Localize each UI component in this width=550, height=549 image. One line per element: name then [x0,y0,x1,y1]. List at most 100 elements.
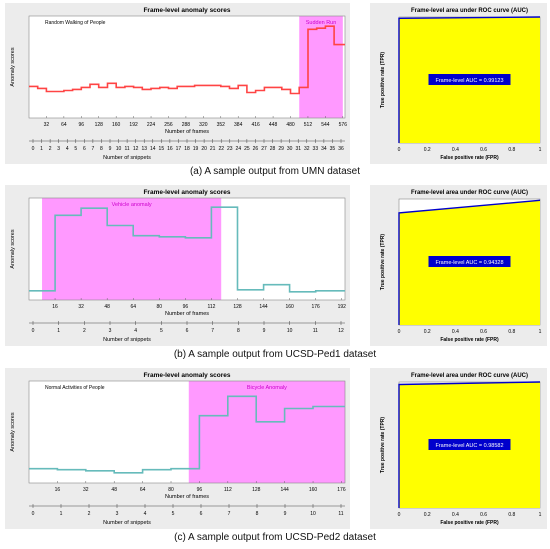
frame-tick-label: 144 [280,487,289,493]
frame-tick-label: 416 [251,122,260,128]
frame-tick-label: 352 [217,122,226,128]
anomaly-region [188,381,345,483]
frame-tick-label: 176 [337,487,346,493]
frame-tick-label: 192 [129,122,138,128]
roc-y-label: True positive rate (TPR) [380,52,386,108]
anomaly-label: Vehicle anomaly [112,202,152,208]
frame-tick-label: 144 [259,304,268,310]
snippet-tick-label: 6 [186,328,189,334]
frame-tick-label: 512 [304,122,313,128]
frame-tick-label: 96 [197,487,203,493]
snippet-tick-label: 12 [338,328,344,334]
frame-tick-label: 128 [233,304,242,310]
auc-label: Frame-level AUC = 0.94328 [435,260,503,266]
x-axis-label: Number of frames [165,311,209,317]
snippet-tick-label: 8 [256,511,259,517]
roc-tick-label: 0.4 [452,329,459,335]
snippet-tick-label: 2 [49,146,52,152]
roc-title: Frame-level area under ROC curve (AUC) [411,8,528,14]
roc-tick-label: 0.4 [452,147,459,153]
caption-umn: (a) A sample output from UMN dataset [189,166,361,177]
frame-tick-label: 320 [199,122,208,128]
snippet-tick-label: 2 [88,511,91,517]
anomaly-region [299,16,343,118]
snippet-tick-label: 14 [150,146,156,152]
snippet-tick-label: 5 [172,511,175,517]
snippet-tick-label: 9 [284,511,287,517]
y-axis-label: Anomaly scores [10,229,16,268]
roc-curve [398,16,541,143]
snippet-tick-label: 11 [313,328,318,334]
x-axis-label: Number of frames [165,494,209,500]
snippet-tick-label: 33 [313,146,319,152]
snippet-tick-label: 0 [32,328,35,334]
snippet-tick-label: 3 [116,511,119,517]
roc-chart-ped2: Frame-level area under ROC curve (AUC) Fr… [380,373,542,526]
snippet-tick-label: 4 [134,328,137,334]
snippet-tick-label: 10 [287,328,293,334]
frame-tick-label: 80 [168,487,174,493]
snippet-tick-label: 0 [32,146,35,152]
frame-tick-label: 64 [61,122,67,128]
roc-y-label: True positive rate (TPR) [380,234,386,290]
snippet-tick-label: 1 [60,511,63,517]
snippet-tick-label: 7 [211,328,214,334]
roc-tick-label: 0.8 [508,147,515,153]
snippet-tick-label: 1 [40,146,43,152]
frame-tick-label: 80 [157,304,163,310]
plot-frame [28,380,346,484]
snippet-tick-label: 17 [176,146,182,152]
snippet-tick-label: 16 [167,146,173,152]
frame-tick-label: 128 [95,122,104,128]
auc-label: Frame-level AUC = 0.98582 [435,443,503,449]
snippet-tick-label: 23 [227,146,233,152]
snippet-tick-label: 4 [144,511,147,517]
snippet-tick-label: 30 [287,146,293,152]
frame-tick-label: 160 [285,304,294,310]
frame-tick-label: 160 [309,487,318,493]
snippet-tick-label: 11 [125,146,130,152]
snippet-tick-label: 13 [141,146,147,152]
frame-tick-label: 96 [183,304,189,310]
frame-tick-label: 256 [164,122,173,128]
y-axis-label: Anomaly scores [10,412,16,451]
snippet-tick-label: 3 [57,146,60,152]
snippet-tick-label: 5 [160,328,163,334]
roc-tick-label: 0.2 [424,147,431,153]
frame-tick-label: 480 [286,122,295,128]
snippet-tick-label: 3 [109,328,112,334]
anomaly-label: Bicycle Anomaly [247,385,287,391]
snippet-tick-label: 9 [263,328,266,334]
snippet-tick-label: 8 [237,328,240,334]
snippet-tick-label: 1 [57,328,60,334]
snippet-axis-label: Number of snippets [103,337,151,343]
snippet-tick-label: 25 [244,146,250,152]
frame-tick-label: 112 [224,487,232,493]
chart-title: Frame-level anomaly scores [143,7,230,14]
frame-tick-label: 224 [147,122,156,128]
score-chart-umn: Frame-level anomaly scores Random Walking… [10,7,347,161]
x-axis-label: Number of frames [165,129,209,135]
score-series-line [29,25,345,95]
frame-tick-label: 288 [182,122,191,128]
snippet-tick-label: 12 [133,146,139,152]
roc-curve [398,381,541,508]
frame-tick-label: 96 [79,122,85,128]
roc-tick-label: 0 [398,512,401,518]
auc-label: Frame-level AUC = 0.99123 [435,78,503,84]
frame-tick-label: 448 [269,122,278,128]
y-axis-label: Anomaly scores [10,47,16,86]
snippet-tick-label: 34 [321,146,327,152]
snippet-tick-label: 28 [270,146,276,152]
snippet-tick-label: 4 [66,146,69,152]
snippet-axis-label: Number of snippets [103,155,151,161]
frame-tick-label: 48 [111,487,117,493]
snippet-tick-label: 22 [218,146,224,152]
snippet-tick-label: 31 [295,146,301,152]
roc-x-label: False positive rate (FPR) [440,155,499,161]
snippet-tick-label: 2 [83,328,86,334]
snippet-tick-label: 9 [109,146,112,152]
snippet-tick-label: 7 [228,511,231,517]
snippet-tick-label: 20 [201,146,207,152]
roc-tick-label: 1 [539,512,542,518]
